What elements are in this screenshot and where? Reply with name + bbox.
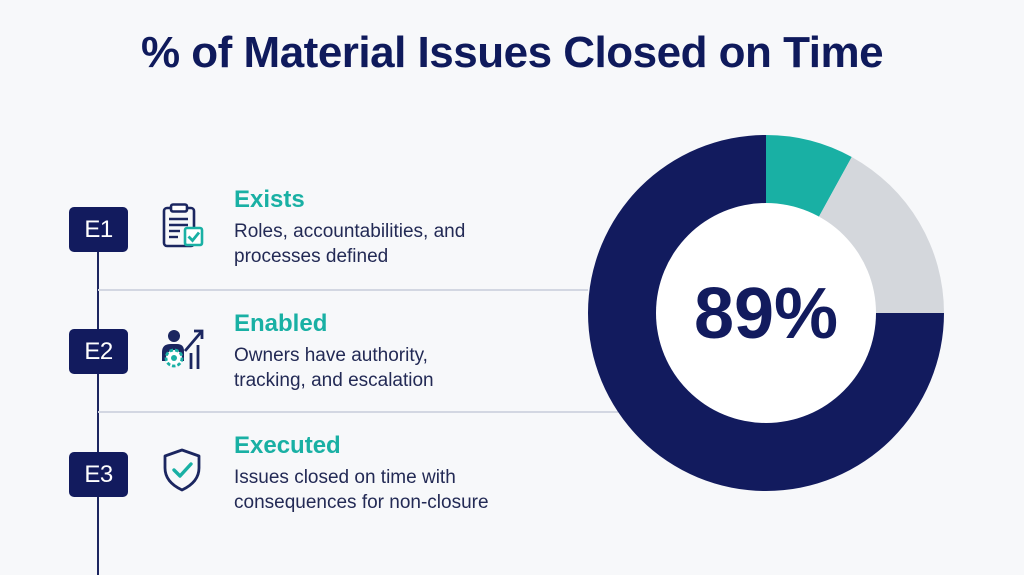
row-description-line: Issues closed on time with: [234, 467, 456, 488]
row-heading-executed: Executed: [234, 432, 341, 459]
people-growth-icon: [162, 329, 204, 369]
badge-e3: E3: [69, 452, 128, 497]
row-divider: [98, 289, 588, 291]
row-heading-enabled: Enabled: [234, 310, 328, 337]
page-title: % of Material Issues Closed on Time: [140, 28, 884, 77]
badge-e1: E1: [69, 207, 128, 252]
badge-e2: E2: [69, 329, 128, 374]
row-heading-exists: Exists: [234, 186, 305, 213]
row-description-line: Owners have authority,: [234, 345, 428, 366]
row-description-line: tracking, and escalation: [234, 370, 434, 391]
clipboard-check-icon: [162, 203, 204, 248]
row-description-line: consequences for non-closure: [234, 492, 489, 513]
shield-check-icon: [163, 448, 201, 492]
donut-hole: [656, 203, 876, 423]
row-divider: [98, 411, 618, 413]
row-description-line: processes defined: [234, 246, 389, 267]
center-value-label: 89%: [694, 274, 838, 354]
row-description-line: Roles, accountabilities, and: [234, 221, 466, 242]
